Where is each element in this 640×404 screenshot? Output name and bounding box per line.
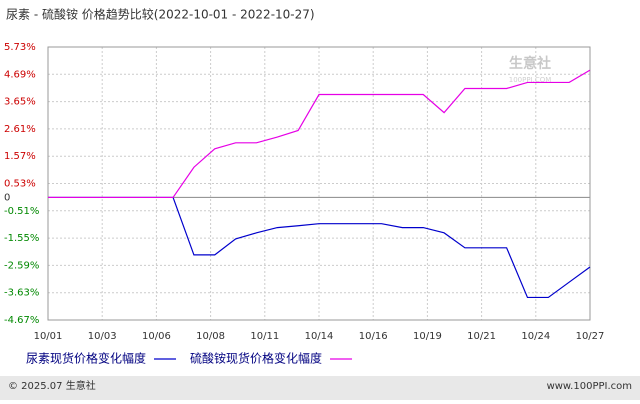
y-tick-label: 4.69%	[4, 69, 36, 80]
chart-title: 尿素 - 硫酸铵 价格趋势比较(2022-10-01 - 2022-10-27)	[6, 7, 315, 22]
series-line	[48, 69, 591, 199]
x-tick-label: 10/16	[359, 331, 388, 342]
watermark: 100PPI.COM	[509, 76, 552, 84]
y-tick-label: 0.53%	[4, 179, 36, 190]
legend-label: 尿素现货价格变化幅度	[26, 351, 146, 366]
x-tick-label: 10/08	[196, 331, 225, 342]
y-tick-label: -4.67%	[4, 315, 39, 326]
y-tick-label: 2.61%	[4, 124, 36, 135]
y-tick-label: 5.73%	[4, 42, 36, 53]
x-tick-label: 10/27	[576, 331, 605, 342]
y-tick-label: 0	[4, 192, 10, 203]
x-tick-label: 10/11	[250, 331, 279, 342]
watermark: 生意社	[509, 55, 551, 72]
x-tick-label: 10/06	[142, 331, 171, 342]
legend-label: 硫酸铵现货价格变化幅度	[190, 351, 322, 366]
y-tick-label: -2.59%	[4, 260, 39, 271]
x-tick-label: 10/03	[88, 331, 117, 342]
footer-bar	[0, 376, 640, 400]
plot-border	[47, 46, 591, 321]
y-tick-label: -1.55%	[4, 233, 39, 244]
x-tick-label: 10/19	[413, 331, 442, 342]
footer-right: www.100PPI.com	[547, 381, 632, 392]
footer-left: © 2025.07 生意社	[8, 379, 96, 392]
y-tick-label: 3.65%	[4, 97, 36, 108]
x-tick-label: 10/21	[467, 331, 496, 342]
y-tick-label: -3.63%	[4, 288, 39, 299]
y-tick-label: -0.51%	[4, 206, 39, 217]
x-tick-label: 10/24	[521, 331, 550, 342]
x-tick-label: 10/14	[305, 331, 334, 342]
y-tick-label: 1.57%	[4, 151, 36, 162]
x-tick-label: 10/01	[34, 331, 63, 342]
